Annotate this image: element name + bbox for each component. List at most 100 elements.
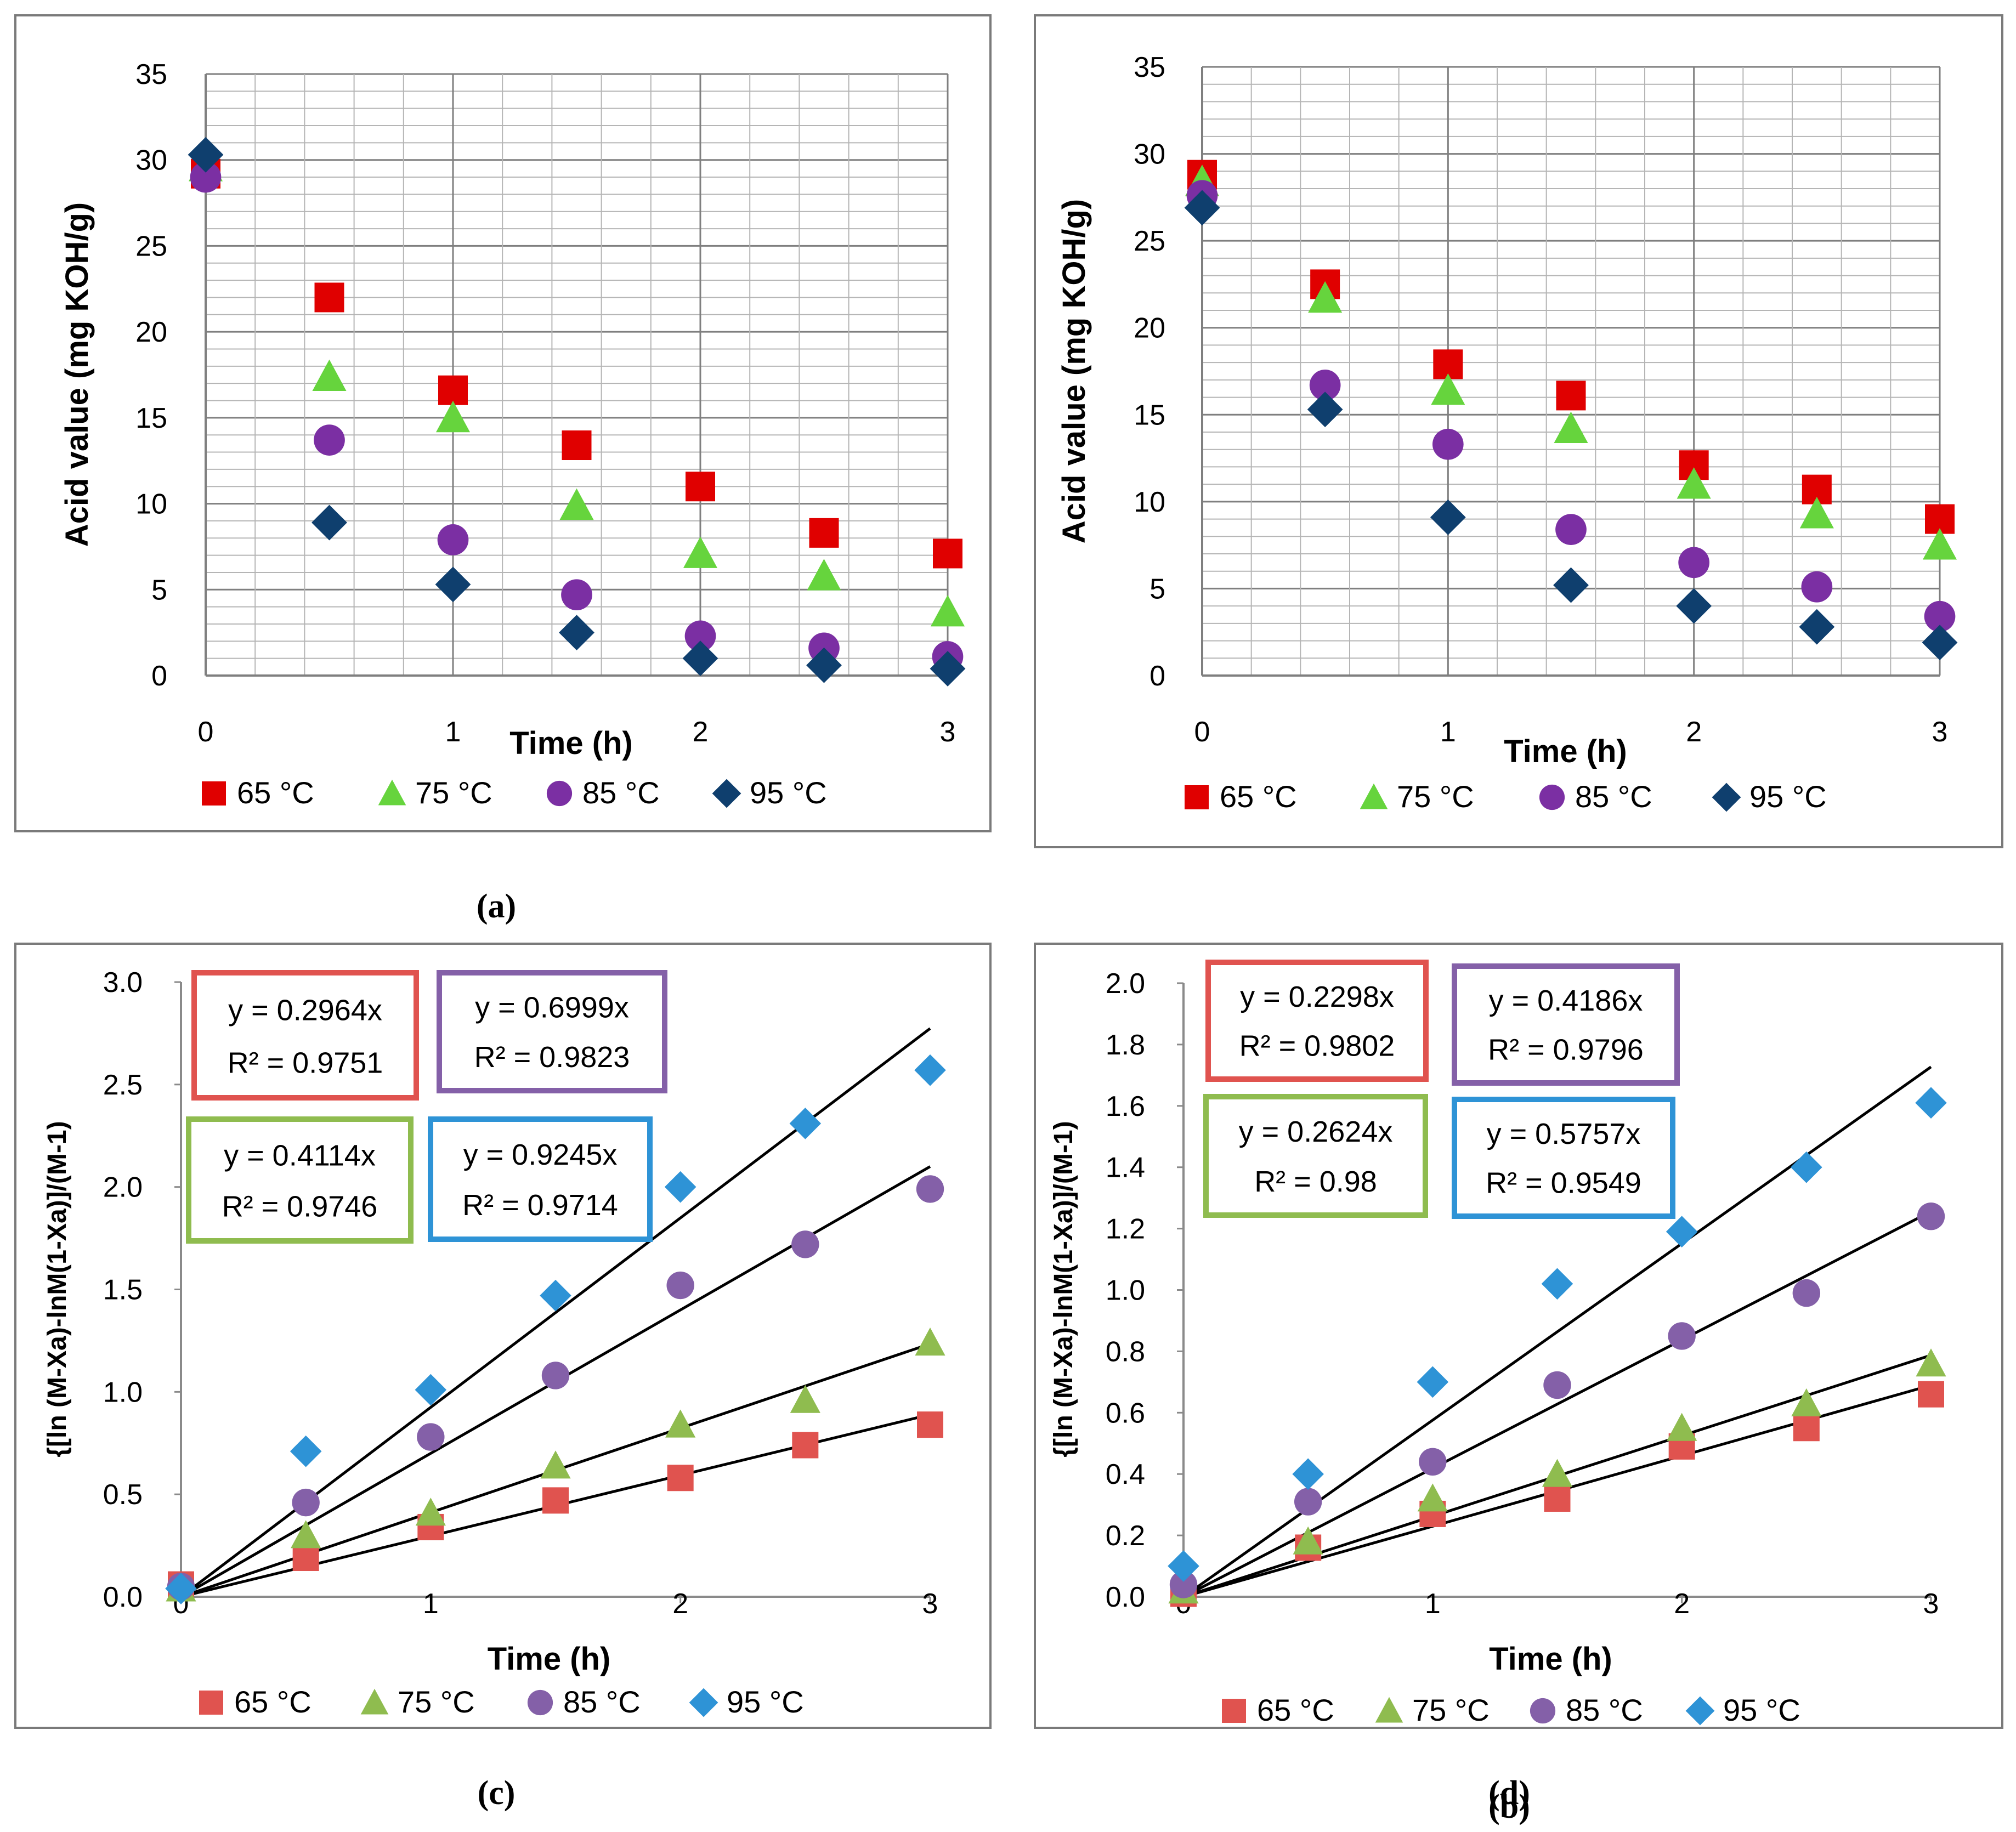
data-point: [809, 518, 839, 548]
data-point: [1184, 190, 1220, 226]
r-squared-text: R² = 0.9714: [462, 1189, 618, 1222]
legend-marker: [546, 780, 573, 807]
data-point: [1544, 1485, 1571, 1512]
x-tick-label: 3: [1932, 716, 1948, 748]
data-point: [540, 1450, 571, 1479]
data-point: [1419, 1448, 1447, 1476]
series-3: [1169, 1203, 1945, 1598]
data-point: [417, 1423, 445, 1451]
data-point: [686, 472, 715, 502]
equation-box-border: [1203, 1094, 1428, 1218]
legend-label: 95 °C: [1749, 779, 1827, 814]
y-tick-label: 1.8: [1106, 1029, 1145, 1061]
data-point: [1169, 1570, 1198, 1598]
data-point: [1294, 1488, 1322, 1516]
r-squared-text: R² = 0.9746: [222, 1190, 378, 1223]
equation-text: y = 0.9245x: [463, 1138, 618, 1171]
data-point: [188, 137, 224, 173]
legend-marker: [202, 781, 226, 806]
legend-item-4: 95 °C: [1685, 1693, 1800, 1727]
legend-marker: [1185, 785, 1209, 809]
data-point: [792, 1432, 819, 1459]
data-point: [1678, 547, 1710, 578]
y-tick-label: 25: [1134, 225, 1165, 257]
data-point: [684, 620, 716, 652]
y-tick-label: 1.6: [1106, 1091, 1145, 1122]
legend-item-1: 65 °C: [1185, 779, 1297, 814]
data-point: [807, 559, 841, 591]
data-point: [438, 375, 468, 405]
panel-label: (d): [1488, 1774, 1530, 1812]
series-1: [191, 158, 962, 569]
equation-box-border: [186, 1116, 414, 1244]
data-point: [165, 1573, 197, 1604]
y-tick-label: 10: [1134, 486, 1165, 518]
data-point: [1924, 600, 1956, 632]
legend-item-4: 95 °C: [1712, 779, 1827, 814]
x-tick-label: 2: [1674, 1588, 1690, 1620]
legend-label: 65 °C: [1220, 779, 1297, 814]
data-point: [1915, 1087, 1947, 1119]
chart-frame: [1034, 14, 2003, 848]
legend-item-1: 65 °C: [202, 775, 314, 810]
equation-box-3: y = 0.2624x R² = 0.98: [1203, 1094, 1428, 1218]
x-tick-label: 3: [1923, 1588, 1939, 1620]
y-tick-label: 1.4: [1106, 1152, 1145, 1184]
legend-marker: [360, 1688, 389, 1715]
legend-marker: [1375, 1697, 1403, 1723]
y-tick-label: 0: [151, 660, 167, 692]
data-point: [682, 640, 718, 677]
data-point: [435, 400, 471, 433]
data-point: [933, 538, 962, 569]
y-axis-title: Acid value (mg KOH/g): [59, 202, 95, 547]
legend-item-2: 75 °C: [1375, 1693, 1490, 1727]
data-point: [1917, 1203, 1945, 1230]
legend-item-1: 65 °C: [199, 1684, 312, 1719]
y-tick-label: 25: [135, 230, 167, 262]
legend-marker: [1222, 1699, 1246, 1723]
legend-item-2: 75 °C: [1360, 779, 1474, 814]
y-tick-label: 1.0: [1106, 1275, 1145, 1307]
equation-text: y = 0.4114x: [224, 1139, 376, 1172]
equation-box-2: y = 0.6999x R² = 0.9823: [437, 970, 667, 1093]
x-tick-label: 2: [693, 716, 709, 748]
legend-label: 75 °C: [1397, 779, 1474, 814]
legend-item-4: 95 °C: [712, 775, 827, 810]
equation-box-border: [437, 970, 667, 1093]
data-point: [190, 161, 222, 193]
data-point: [1431, 373, 1465, 405]
y-tick-label: 30: [1134, 139, 1165, 171]
x-axis-title: Time (h): [1489, 1641, 1612, 1677]
legend-label: 85 °C: [582, 775, 660, 810]
y-tick-label: 15: [135, 402, 167, 434]
data-point: [562, 430, 592, 461]
legend-label: 95 °C: [1723, 1693, 1800, 1727]
x-tick-label: 0: [198, 716, 214, 748]
y-axis-title: Acid value (mg KOH/g): [1056, 199, 1092, 543]
y-tick-label: 35: [135, 59, 167, 90]
chart-panel-3: 0.00.51.01.52.02.53.00123Time (h){[ln (M…: [14, 943, 992, 1729]
chart-panel-2: 0 5 10 15 20 25 30 35 0 1 2 3 Time (h) Acid value (mg…: [1034, 14, 2003, 848]
data-point: [666, 1271, 694, 1300]
series-3: [167, 1175, 944, 1601]
x-tick-label: 3: [940, 716, 956, 748]
y-tick-label: 0.0: [1106, 1581, 1145, 1613]
legend-label: 65 °C: [1257, 1693, 1334, 1727]
y-tick-label: 1.2: [1106, 1213, 1145, 1245]
equation-box-2: y = 0.4186x R² = 0.9796: [1452, 963, 1680, 1086]
y-tick-label: 0.0: [103, 1581, 143, 1613]
legend-item-3: 85 °C: [546, 775, 660, 810]
equation-text: y = 0.2624x: [1239, 1115, 1393, 1148]
legend-label: 75 °C: [398, 1684, 475, 1719]
r-squared-text: R² = 0.9823: [474, 1041, 630, 1074]
equation-box-border: [1452, 1097, 1675, 1219]
data-point: [1666, 1216, 1698, 1247]
data-point: [292, 1545, 319, 1572]
data-point: [1916, 1348, 1946, 1377]
data-point: [1542, 1459, 1573, 1487]
legend-label: 85 °C: [1566, 1693, 1643, 1727]
equation-text: y = 0.2298x: [1240, 980, 1394, 1013]
legend-marker: [1360, 783, 1388, 809]
data-point: [930, 651, 966, 687]
panel-label: (c): [478, 1774, 516, 1812]
